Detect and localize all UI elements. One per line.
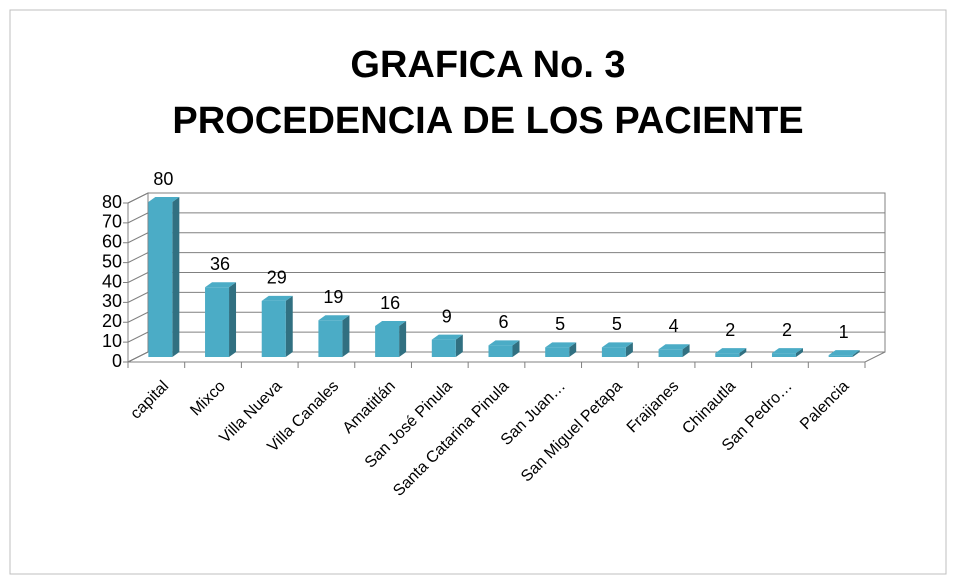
bar-top [658,344,690,350]
grid-line [127,252,149,264]
bar-front [715,353,740,357]
bar [318,315,350,357]
bar-front [261,300,286,357]
bar-front [205,287,230,357]
bar-side [455,334,463,357]
value-label: 6 [498,312,508,332]
grid-line [127,232,149,244]
value-label: 5 [555,314,565,334]
value-label: 2 [782,320,792,340]
bar-front [601,347,626,357]
bar-top [771,348,803,354]
value-label: 80 [153,169,173,189]
chart-title: GRAFICA No. 3 [350,44,625,86]
bar-top [375,321,407,326]
bar-side [569,342,577,357]
bar [148,197,180,357]
bar-top [205,282,237,288]
bar-top [601,342,633,348]
bar [431,334,463,357]
y-tick-label: 0 [112,351,122,371]
bar-front [545,347,570,357]
value-label: 9 [442,306,452,326]
grid-line [127,212,149,224]
bar-top [488,340,520,346]
bar-front [431,339,456,357]
bar-side [285,295,293,357]
y-tick-label: 20 [102,311,122,331]
bar-side [229,282,237,357]
bar-top [431,334,463,340]
bar-side [342,315,350,357]
bar [205,282,237,357]
bar [375,321,407,357]
bar-top [318,315,350,321]
bar [828,350,860,357]
grid-line [127,351,149,363]
value-label: 36 [210,254,230,274]
grid-line [127,192,149,204]
y-tick-label: 70 [102,212,122,232]
bar [601,342,633,357]
value-label: 1 [839,322,849,342]
value-label: 4 [669,316,679,336]
y-tick-label: 30 [102,291,122,311]
bar [545,342,577,357]
bar-front [658,349,683,357]
bar-side [795,348,803,357]
grid-line [127,272,149,283]
bar-front [148,202,173,357]
bar-front [375,326,400,357]
bar-side [625,342,633,357]
grid-line [127,331,149,343]
bar-top [261,295,293,301]
y-tick-label: 80 [102,192,122,212]
bar-side [852,350,860,357]
bar [715,348,747,357]
bar-top [828,350,860,356]
value-label: 5 [612,314,622,334]
bar [488,340,520,357]
bar-side [682,344,690,357]
value-label: 16 [380,293,400,313]
chart-subtitle: PROCEDENCIA DE LOS PACIENTE [172,100,803,142]
bar-top [715,348,747,354]
bar-side [399,321,407,357]
y-tick-label: 60 [102,232,122,252]
y-tick-label: 40 [102,271,122,291]
value-label: 29 [267,268,287,288]
bar-side [172,197,180,357]
bar-front [771,353,796,357]
bar-side [512,340,520,357]
grid-line [127,311,149,323]
y-tick-label: 10 [102,331,122,351]
bar [658,344,690,357]
value-label: 2 [725,320,735,340]
value-label: 19 [323,287,343,307]
bar-front [488,345,513,357]
grid-line [127,291,149,303]
bar-top [148,197,180,202]
bar [261,295,293,357]
bar-top [545,342,577,348]
bar-front [318,320,343,357]
bar [771,348,803,357]
y-tick-label: 50 [102,251,122,271]
bar-front [828,355,853,357]
bar-side [739,348,747,357]
